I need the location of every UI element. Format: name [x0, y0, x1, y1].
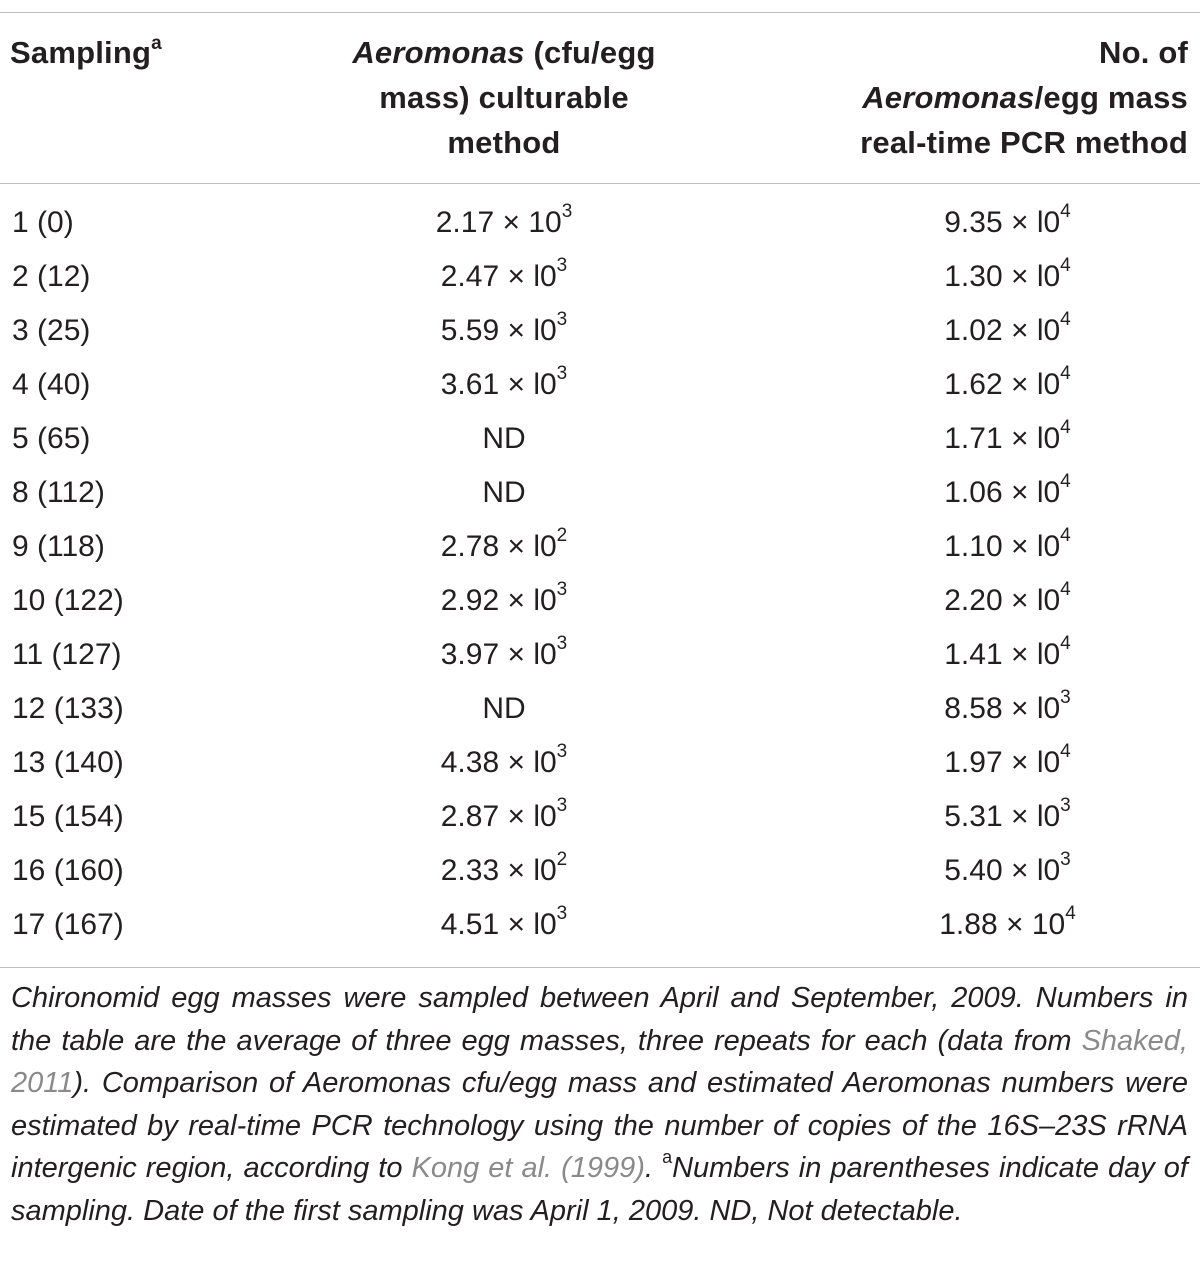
cell-pcr: 5.40 × l03 [944, 849, 1071, 887]
cell-culturable: 2.87 × l03 [440, 795, 568, 833]
cell-pcr: 1.02 × l04 [944, 309, 1071, 347]
table-row: 9 (118) 2.78 × l02 1.10 × l04 [0, 520, 1200, 574]
cell-sampling: 11 (127) [12, 638, 122, 671]
citation-link-shaked[interactable]: Shaked, 2011 [11, 1024, 1188, 1100]
cell-pcr: 1.41 × l04 [944, 633, 1071, 671]
cell-sampling: 5 (65) [12, 422, 91, 455]
cell-pcr: 1.30 × l04 [944, 255, 1071, 293]
table-row: 12 (133) ND 8.58 × l03 [0, 682, 1200, 736]
cell-culturable: ND [482, 476, 526, 509]
cell-pcr: 2.20 × l04 [944, 579, 1071, 617]
table-row: 17 (167) 4.51 × l03 1.88 × 104 [0, 898, 1200, 952]
cell-pcr: 1.71 × l04 [944, 417, 1071, 455]
cell-sampling: 12 (133) [12, 692, 124, 725]
exponent: 3 [1060, 687, 1071, 708]
cell-sampling: 17 (167) [12, 908, 124, 941]
table-bottom-rule [0, 967, 1200, 968]
header-sampling-superscript: a [151, 32, 162, 54]
table-body: 1 (0) 2.17 × 103 9.35 × l04 2 (12) 2.47 × l0… [0, 196, 1200, 952]
cell-sampling: 9 (118) [12, 530, 105, 563]
exponent: 4 [1060, 633, 1071, 654]
exponent: 3 [561, 201, 573, 222]
exponent: 3 [1060, 849, 1071, 870]
exponent: 3 [556, 579, 568, 600]
cell-pcr: 1.06 × l04 [944, 471, 1071, 509]
cell-culturable: 2.47 × l03 [440, 255, 568, 293]
table-row: 15 (154) 2.87 × l03 5.31 × l03 [0, 790, 1200, 844]
exponent: 3 [556, 795, 568, 816]
cell-culturable: 5.59 × l03 [440, 309, 568, 347]
exponent: 3 [556, 903, 568, 924]
exponent: 3 [1060, 795, 1071, 816]
cell-culturable: 3.97 × l03 [440, 633, 568, 671]
table-top-rule [0, 12, 1200, 13]
exponent: 4 [1060, 417, 1071, 438]
cell-sampling: 15 (154) [12, 800, 124, 833]
cell-pcr: 1.10 × l04 [944, 525, 1071, 563]
header-bottom-rule [0, 183, 1200, 184]
table-row: 2 (12) 2.47 × l03 1.30 × l04 [0, 250, 1200, 304]
exponent: 3 [556, 633, 568, 654]
exponent: 4 [1060, 363, 1071, 384]
table-row: 1 (0) 2.17 × 103 9.35 × l04 [0, 196, 1200, 250]
cell-pcr: 5.31 × l03 [944, 795, 1071, 833]
cell-culturable: ND [482, 422, 526, 455]
exponent: 2 [556, 849, 568, 870]
header-culturable: Aeromonas (cfu/egg mass) culturable meth… [352, 35, 656, 160]
table-row: 11 (127) 3.97 × l03 1.41 × l04 [0, 628, 1200, 682]
cell-culturable: 3.61 × l03 [440, 363, 568, 401]
cell-sampling: 1 (0) [12, 206, 74, 239]
cell-sampling: 3 (25) [12, 314, 91, 347]
cell-pcr: 1.62 × l04 [944, 363, 1071, 401]
cell-sampling: 8 (112) [12, 476, 105, 509]
cell-sampling: 2 (12) [12, 260, 91, 293]
cell-pcr: 1.97 × l04 [944, 741, 1071, 779]
table-row: 4 (40) 3.61 × l03 1.62 × l04 [0, 358, 1200, 412]
table-row: 8 (112) ND 1.06 × l04 [0, 466, 1200, 520]
table-row: 16 (160) 2.33 × l02 5.40 × l03 [0, 844, 1200, 898]
header-pcr-genus: Aeromonas [862, 80, 1035, 115]
cell-culturable: 2.17 × 103 [435, 201, 573, 239]
exponent: 3 [556, 255, 568, 276]
exponent: 3 [556, 309, 568, 330]
cell-culturable: 4.38 × l03 [440, 741, 568, 779]
cell-pcr: 9.35 × l04 [944, 201, 1071, 239]
table-footnote: Chironomid egg masses were sampled betwe… [11, 982, 1188, 1227]
exponent: 4 [1065, 903, 1076, 924]
cell-sampling: 16 (160) [12, 854, 124, 887]
exponent: 4 [1060, 741, 1071, 762]
cell-sampling: 13 (140) [12, 746, 124, 779]
cell-pcr: 1.88 × 104 [939, 903, 1076, 941]
cell-culturable: 2.92 × l03 [440, 579, 568, 617]
cell-culturable: 2.33 × l02 [440, 849, 568, 887]
footnote-superscript: a [662, 1147, 673, 1168]
header-pcr: No. of Aeromonas/egg mass real-time PCR … [860, 35, 1188, 160]
cell-sampling: 10 (122) [12, 584, 124, 617]
citation-link-kong[interactable]: Kong et al. (1999) [411, 1152, 645, 1184]
table-row: 13 (140) 4.38 × l03 1.97 × l04 [0, 736, 1200, 790]
cell-sampling: 4 (40) [12, 368, 91, 401]
exponent: 4 [1060, 201, 1071, 222]
cell-culturable: ND [482, 692, 526, 725]
exponent: 4 [1060, 471, 1071, 492]
header-sampling: Samplinga [10, 32, 162, 70]
cell-culturable: 4.51 × l03 [440, 903, 568, 941]
exponent: 4 [1060, 255, 1071, 276]
table-row: 10 (122) 2.92 × l03 2.20 × l04 [0, 574, 1200, 628]
exponent: 3 [556, 363, 568, 384]
exponent: 4 [1060, 309, 1071, 330]
table-row: 3 (25) 5.59 × l03 1.02 × l04 [0, 304, 1200, 358]
exponent: 4 [1060, 525, 1071, 546]
cell-culturable: 2.78 × l02 [440, 525, 568, 563]
table-row: 5 (65) ND 1.71 × l04 [0, 412, 1200, 466]
exponent: 2 [556, 525, 568, 546]
exponent: 4 [1060, 579, 1071, 600]
exponent: 3 [556, 741, 568, 762]
header-culturable-genus: Aeromonas [352, 35, 525, 70]
cell-pcr: 8.58 × l03 [944, 687, 1071, 725]
